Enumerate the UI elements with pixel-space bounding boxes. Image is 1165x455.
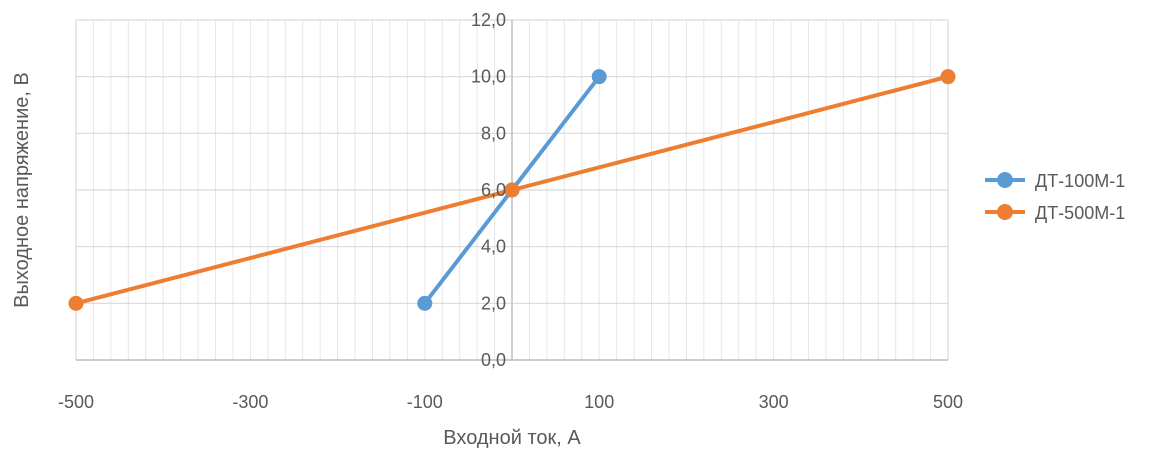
legend: ДТ-100М-1 ДТ-500М-1 (985, 171, 1125, 223)
series-2 (68, 69, 956, 311)
series-layer (68, 69, 956, 311)
x-tick-label: 100 (584, 392, 614, 412)
y-tick-label: 2,0 (481, 293, 506, 313)
x-tick-label: -300 (232, 392, 268, 412)
y-tick-label: 10,0 (471, 67, 506, 87)
legend-item: ДТ-100М-1 (985, 171, 1125, 191)
legend-marker (997, 204, 1013, 220)
y-tick-label: 12,0 (471, 10, 506, 30)
data-point (68, 295, 84, 311)
y-tick-label: 0,0 (481, 350, 506, 370)
x-tick-label: -500 (58, 392, 94, 412)
legend-label: ДТ-100М-1 (1035, 171, 1125, 191)
x-tick-label: 300 (759, 392, 789, 412)
y-tick-label: 6,0 (481, 180, 506, 200)
x-tick-label: 500 (933, 392, 963, 412)
x-axis-title: Входной ток, А (443, 427, 581, 449)
y-tick-label: 4,0 (481, 237, 506, 257)
y-tick-label: 8,0 (481, 123, 506, 143)
y-axis-title: Выходное напряжение, В (11, 72, 33, 308)
x-tick-label: -100 (407, 392, 443, 412)
legend-label: ДТ-500М-1 (1035, 203, 1125, 223)
data-point (591, 69, 607, 85)
data-point (504, 182, 520, 198)
y-tick-labels: 0,0 2,0 4,0 6,0 8,0 10,0 12,0 (471, 10, 506, 370)
data-point (940, 69, 956, 85)
legend-marker (997, 172, 1013, 188)
data-point (417, 295, 433, 311)
legend-item: ДТ-500М-1 (985, 203, 1125, 223)
x-tick-labels: -500 -300 -100 100 300 500 (58, 392, 963, 412)
